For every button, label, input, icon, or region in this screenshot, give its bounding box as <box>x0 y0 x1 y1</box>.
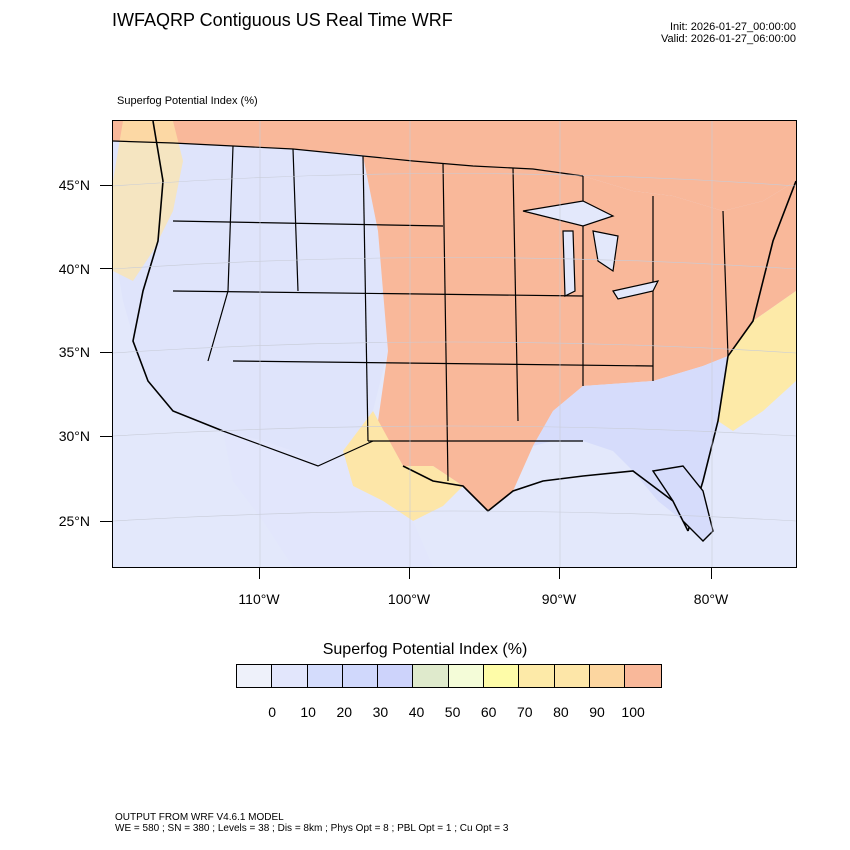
colorbar-label: 80 <box>553 704 569 720</box>
colorbar-label: 0 <box>268 704 276 720</box>
east-coastline <box>687 180 796 532</box>
lon-label-110: 110°W <box>238 591 280 607</box>
lat-label-40: 40°N <box>58 261 90 277</box>
boundary-lines <box>113 140 729 482</box>
colorbar-title: Superfog Potential Index (%) <box>322 641 528 658</box>
colorbar-swatch <box>519 665 555 687</box>
mexico-region <box>223 431 433 567</box>
lake-superior <box>522 200 615 227</box>
colorbar-swatch <box>413 665 449 687</box>
lat-tick <box>100 521 112 522</box>
canada-region <box>113 121 796 211</box>
colorbar-label: 100 <box>621 704 645 720</box>
lat-label-30: 30°N <box>58 428 90 444</box>
init-time: Init: 2026-01-27_00:00:00 <box>670 21 796 33</box>
colorbar-swatch <box>307 665 343 687</box>
colorbar-label: 40 <box>408 704 425 720</box>
graticule <box>113 121 796 567</box>
lon-tick <box>559 567 560 579</box>
colorbar-label: 20 <box>336 704 353 720</box>
colorbar-label: 10 <box>300 704 316 720</box>
lake-huron <box>592 230 619 273</box>
colorbar-swatch <box>237 665 273 687</box>
lat-tick <box>100 352 112 353</box>
model-info: OUTPUT FROM WRF V4.6.1 MODEL WE = 580 ; … <box>115 812 508 834</box>
colorbar-label: 50 <box>444 704 461 720</box>
colorbar-label: 30 <box>372 704 389 720</box>
colorbar-label: 60 <box>480 704 497 720</box>
colorbar-swatch <box>448 665 485 687</box>
colorbar-label: 90 <box>589 704 605 720</box>
gulf-coastline <box>402 465 689 532</box>
west-us-region <box>113 141 388 466</box>
colorbar-label: 70 <box>517 704 533 720</box>
west-coastline <box>132 121 224 432</box>
atlantic-band <box>718 291 796 431</box>
map-title: IWFAQRP Contiguous US Real Time WRF <box>112 10 453 30</box>
time-info: Init: 2026-01-27_00:00:00 Valid: 2026-01… <box>661 21 796 45</box>
lon-tick <box>259 567 260 579</box>
lat-label-35: 35°N <box>58 344 90 360</box>
colorbar <box>236 664 662 688</box>
lon-label-80: 80°W <box>693 591 729 607</box>
field-label: Superfog Potential Index (%) <box>117 95 258 107</box>
lat-label-45: 45°N <box>58 177 90 193</box>
lat-tick <box>100 185 112 186</box>
valid-time: Valid: 2026-01-27_06:00:00 <box>661 33 796 45</box>
map-panel[interactable] <box>112 120 797 568</box>
lat-tick <box>100 436 112 437</box>
lake-michigan <box>562 230 576 297</box>
model-info-line1: OUTPUT FROM WRF V4.6.1 MODEL <box>115 812 284 823</box>
colorbar-swatch <box>378 665 414 687</box>
colorbar-swatch <box>554 665 590 687</box>
colorbar-swatch <box>625 665 661 687</box>
model-info-line2: WE = 580 ; SN = 380 ; Levels = 38 ; Dis … <box>115 823 509 834</box>
lake-erie <box>612 280 660 300</box>
colorbar-swatch <box>484 665 520 687</box>
lon-label-90: 90°W <box>541 591 577 607</box>
northwest-band <box>113 121 183 281</box>
lon-tick <box>409 567 410 579</box>
map-canvas <box>113 121 796 567</box>
colorbar-swatch <box>589 665 626 687</box>
lat-label-25: 25°N <box>58 513 90 529</box>
colorbar-swatch <box>272 665 308 687</box>
lon-tick <box>711 567 712 579</box>
florida <box>651 465 714 542</box>
lat-tick <box>100 268 112 269</box>
lon-label-100: 100°W <box>387 591 431 607</box>
central-east-region <box>363 156 796 511</box>
colorbar-swatch <box>342 665 379 687</box>
